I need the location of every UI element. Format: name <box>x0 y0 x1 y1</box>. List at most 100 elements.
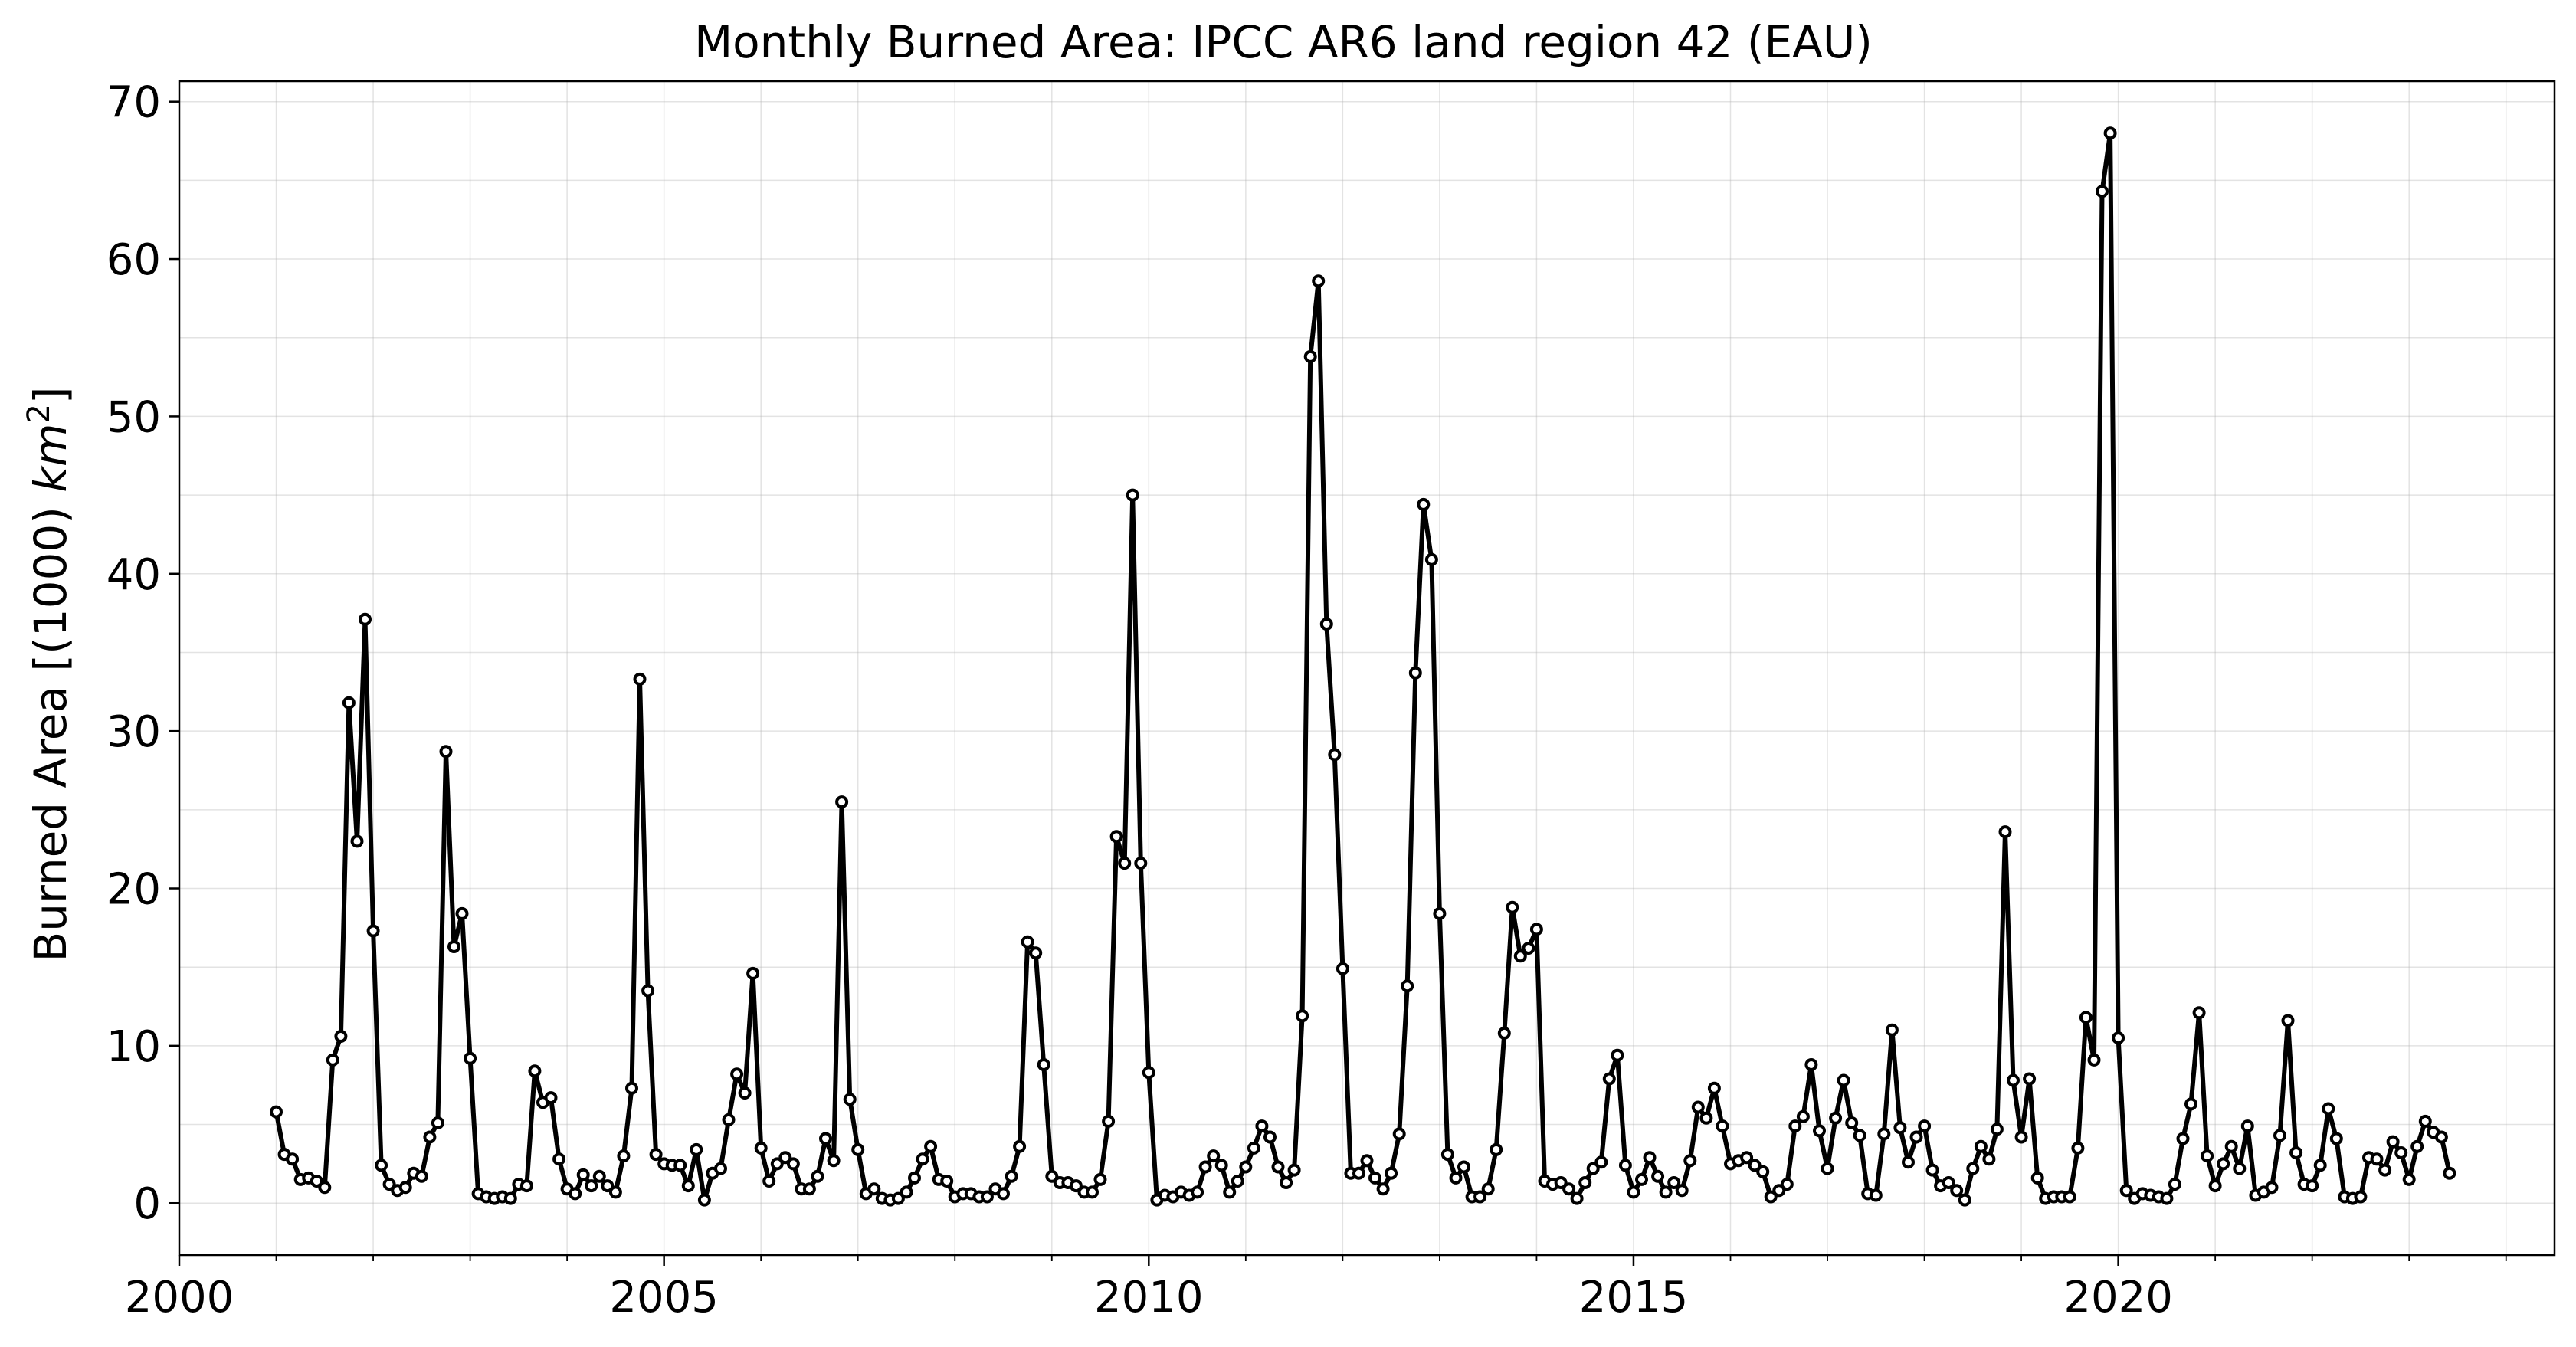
data-point <box>608 1185 622 1199</box>
data-point <box>2306 1179 2319 1193</box>
data-point <box>2289 1146 2303 1159</box>
data-point <box>2233 1162 2247 1175</box>
data-point <box>1093 1172 1107 1186</box>
data-point <box>2273 1129 2286 1142</box>
data-point <box>1336 962 1349 975</box>
data-point <box>1191 1185 1204 1199</box>
data-point <box>1918 1119 1932 1133</box>
data-point <box>519 1179 533 1193</box>
chart-title: Monthly Burned Area: IPCC AR6 land regio… <box>694 16 1873 68</box>
data-point <box>1497 1026 1511 1040</box>
series-layer <box>270 126 2456 1207</box>
data-point <box>326 1053 339 1067</box>
data-point <box>1853 1129 1866 1142</box>
x-tick-label: 2020 <box>2063 1273 2173 1322</box>
data-point <box>2112 1031 2125 1045</box>
data-point <box>1214 1159 1228 1172</box>
data-point <box>1029 946 1043 960</box>
data-point <box>1417 497 1431 511</box>
data-point <box>366 924 380 938</box>
data-point <box>2063 1190 2076 1204</box>
data-point <box>1821 1162 1834 1175</box>
data-point <box>1869 1188 1883 1202</box>
data-point <box>681 1179 695 1193</box>
data-point <box>1788 1119 1802 1133</box>
data-point <box>1829 1111 1843 1125</box>
data-point <box>2119 1184 2133 1198</box>
data-point <box>359 612 372 626</box>
data-point <box>1877 1127 1891 1141</box>
data-point <box>1594 1155 1608 1169</box>
data-point <box>916 1152 929 1166</box>
data-point <box>576 1168 590 1181</box>
data-point <box>1998 825 2012 839</box>
data-point <box>447 940 460 953</box>
data-point <box>2096 185 2109 198</box>
data-point <box>697 1193 711 1207</box>
data-point <box>1142 1066 1155 1080</box>
data-point <box>786 1157 800 1171</box>
data-point <box>2265 1181 2279 1195</box>
data-point <box>770 1157 784 1171</box>
data-point <box>310 1175 323 1188</box>
data-point <box>1902 1155 1915 1169</box>
data-point <box>641 984 655 998</box>
data-point <box>924 1139 938 1153</box>
data-point <box>2443 1166 2456 1180</box>
data-point <box>1223 1185 1237 1199</box>
data-point <box>318 1181 332 1195</box>
data-point <box>1740 1151 1754 1165</box>
data-point <box>270 1105 283 1119</box>
data-point <box>1627 1185 1640 1199</box>
data-point <box>2354 1190 2368 1204</box>
data-point <box>2087 1053 2101 1067</box>
data-point <box>1764 1190 1778 1204</box>
data-point <box>1602 1072 1616 1086</box>
data-point <box>2208 1179 2222 1193</box>
data-point <box>544 1091 558 1105</box>
data-point <box>1385 1166 1398 1180</box>
data-point <box>1651 1169 1665 1183</box>
data-point <box>1772 1184 1786 1198</box>
data-point <box>1126 488 1139 502</box>
y-axis-label: Burned Area [(1000) km2] <box>21 386 77 962</box>
data-point <box>528 1064 542 1078</box>
data-point <box>2386 1135 2400 1149</box>
data-point <box>1570 1191 1584 1205</box>
data-point <box>1756 1165 1770 1178</box>
data-point <box>2378 1163 2392 1177</box>
data-point <box>1974 1139 1988 1153</box>
data-point <box>1296 1009 1309 1023</box>
data-point <box>1231 1175 1244 1188</box>
data-point <box>1255 1119 1269 1133</box>
data-point <box>1239 1160 1253 1174</box>
data-point <box>1707 1081 1721 1095</box>
data-point <box>908 1171 921 1185</box>
data-point <box>1643 1151 1657 1165</box>
data-point <box>1813 1124 1826 1138</box>
data-point <box>2168 1178 2181 1191</box>
data-point <box>2217 1157 2230 1171</box>
data-point <box>1691 1100 1705 1114</box>
data-point <box>722 1113 736 1126</box>
y-axis-label-sup: 2 <box>21 404 57 423</box>
data-point <box>843 1093 857 1106</box>
data-point <box>673 1159 687 1172</box>
y-axis-label-suffix: ] <box>25 386 77 404</box>
data-point <box>455 906 469 920</box>
data-point <box>2418 1114 2432 1128</box>
grid-layer <box>179 81 2555 1255</box>
data-point <box>2007 1073 2020 1087</box>
data-point <box>633 672 647 686</box>
data-point <box>980 1190 994 1204</box>
data-point <box>2023 1072 2037 1086</box>
data-point <box>1529 923 1543 936</box>
data-point <box>1586 1162 1600 1175</box>
data-point <box>1942 1176 1955 1189</box>
data-point <box>1271 1160 1285 1174</box>
data-point <box>2329 1132 2343 1145</box>
data-point <box>1376 1182 1390 1196</box>
data-point <box>827 1154 841 1168</box>
data-point <box>1134 857 1148 870</box>
data-point <box>2014 1130 2028 1144</box>
